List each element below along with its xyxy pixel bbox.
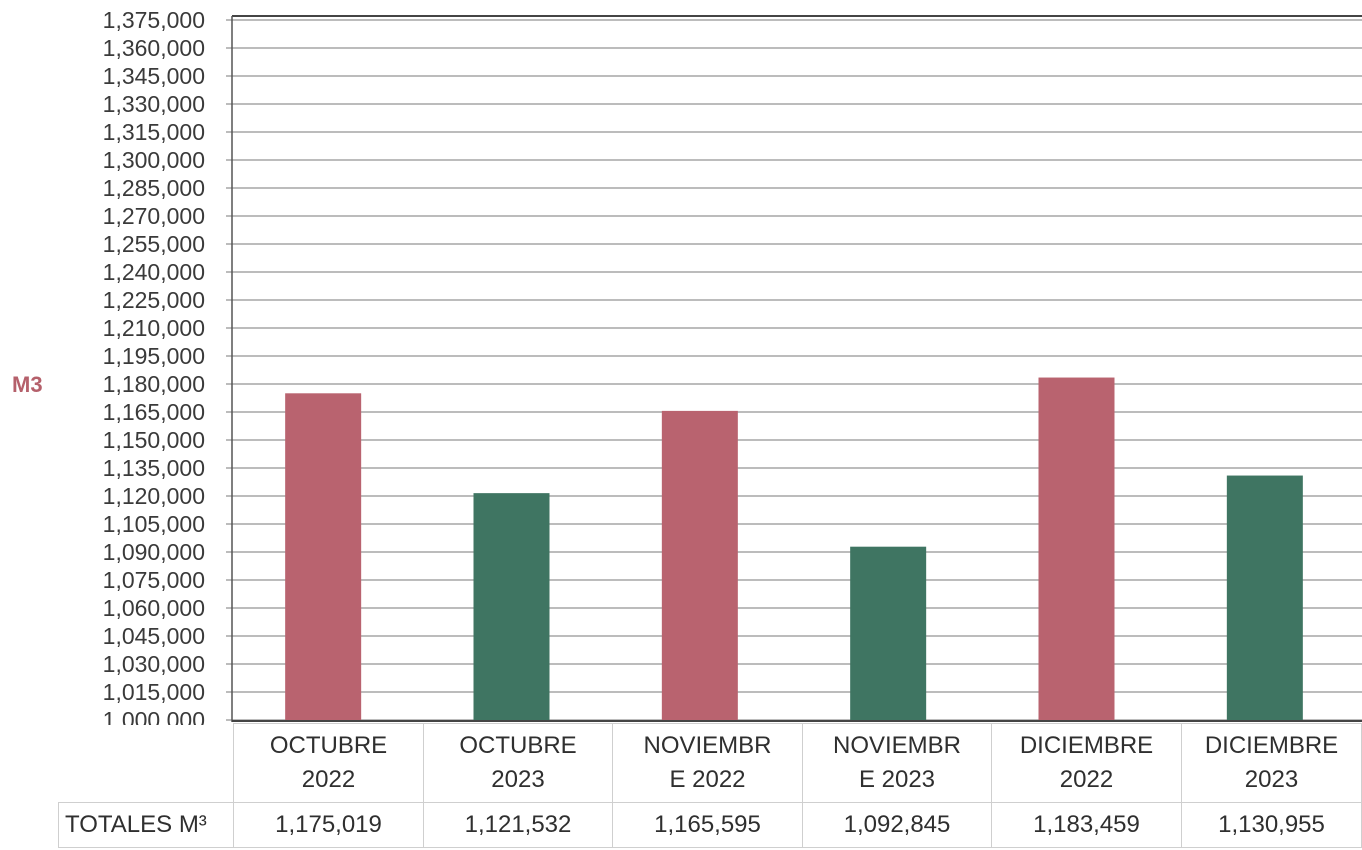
x-tick-label: OCTUBRE 2022 [233, 723, 424, 803]
total-value: 1,183,459 [991, 802, 1182, 848]
category-line-1: OCTUBRE [459, 732, 577, 759]
y-axis-tick-labels: 1,000,000 1,015,0001,030,0001,045,0001,06… [103, 7, 205, 725]
y-tick-label: 1,000,000 [103, 707, 205, 725]
totals-row-label: TOTALES M³ [58, 802, 234, 848]
y-tick-label: 1,030,000 [103, 651, 205, 677]
bars [285, 377, 1303, 720]
category-line-1: DICIEMBRE [1019, 732, 1154, 759]
x-tick-label: NOVIEMBR E 2022 [612, 723, 803, 803]
y-tick-label: 1,015,000 [103, 679, 205, 705]
category-line-2: 2023 [491, 766, 545, 793]
table-corner [58, 723, 234, 803]
total-value: 1,121,532 [423, 802, 613, 848]
x-tick-label: OCTUBRE 2023 [423, 723, 613, 803]
gridlines [226, 19, 1362, 721]
y-tick-label: 1,090,000 [103, 539, 205, 565]
category-row: OCTUBRE 2022 OCTUBRE 2023 NOVIEMBR E 2022 N… [58, 723, 1362, 803]
category-line-1: NOVIEMBR [832, 732, 961, 759]
totals-row: TOTALES M³ 1,175,019 1,121,532 1,165,595… [58, 802, 1362, 848]
y-tick-label: 1,240,000 [103, 259, 205, 285]
y-tick-label: 1,165,000 [103, 399, 205, 425]
x-tick-label: DICIEMBRE 2023 [1181, 723, 1362, 803]
y-axis-title: M3 [12, 372, 43, 397]
bar-chart: 1,000,000 1,015,0001,030,0001,045,0001,06… [103, 7, 1362, 725]
total-value: 1,175,019 [233, 802, 424, 848]
y-tick-label: 1,225,000 [103, 287, 205, 313]
bar-octubre-2022 [285, 393, 362, 720]
bar-noviembre-2022 [661, 410, 738, 720]
y-tick-label: 1,120,000 [103, 483, 205, 509]
total-value: 1,092,845 [802, 802, 992, 848]
category-line-2: E 2023 [858, 766, 936, 793]
data-table: OCTUBRE 2022 OCTUBRE 2023 NOVIEMBR E 2022 N… [58, 723, 1362, 848]
category-line-2: 2022 [1059, 766, 1114, 793]
y-tick-label: 1,270,000 [103, 203, 205, 229]
y-tick-label: 1,075,000 [103, 567, 205, 593]
total-value: 1,165,595 [612, 802, 803, 848]
bar-noviembre-2023 [850, 546, 927, 720]
y-tick-label: 1,315,000 [103, 119, 205, 145]
total-value: 1,130,955 [1181, 802, 1362, 848]
category-line-2: 2023 [1244, 766, 1299, 793]
y-tick-label: 1,180,000 [103, 371, 205, 397]
y-tick-label: 1,150,000 [103, 427, 205, 453]
bar-octubre-2023 [473, 493, 550, 720]
category-line-1: OCTUBRE [269, 732, 388, 759]
y-tick-label: 1,135,000 [103, 455, 205, 481]
y-tick-label: 1,255,000 [103, 231, 205, 257]
y-tick-label: 1,300,000 [103, 147, 205, 173]
bar-diciembre-2023 [1226, 475, 1303, 720]
category-line-1: NOVIEMBR [643, 732, 772, 759]
category-line-2: 2022 [301, 766, 356, 793]
bar-diciembre-2022 [1038, 377, 1115, 720]
y-tick-label: 1,105,000 [103, 511, 205, 537]
category-line-2: E 2022 [669, 766, 746, 793]
category-line-1: DICIEMBRE [1204, 732, 1339, 759]
y-tick-label: 1,045,000 [103, 623, 205, 649]
x-tick-label: DICIEMBRE 2022 [991, 723, 1182, 803]
y-tick-label: 1,285,000 [103, 175, 205, 201]
y-tick-label: 1,330,000 [103, 91, 205, 117]
y-tick-label: 1,195,000 [103, 343, 205, 369]
y-tick-label: 1,345,000 [103, 63, 205, 89]
y-tick-label: 1,360,000 [103, 35, 205, 61]
x-tick-label: NOVIEMBR E 2023 [802, 723, 992, 803]
y-tick-label: 1,060,000 [103, 595, 205, 621]
y-tick-label: 1,375,000 [103, 7, 205, 33]
y-tick-label: 1,210,000 [103, 315, 205, 341]
